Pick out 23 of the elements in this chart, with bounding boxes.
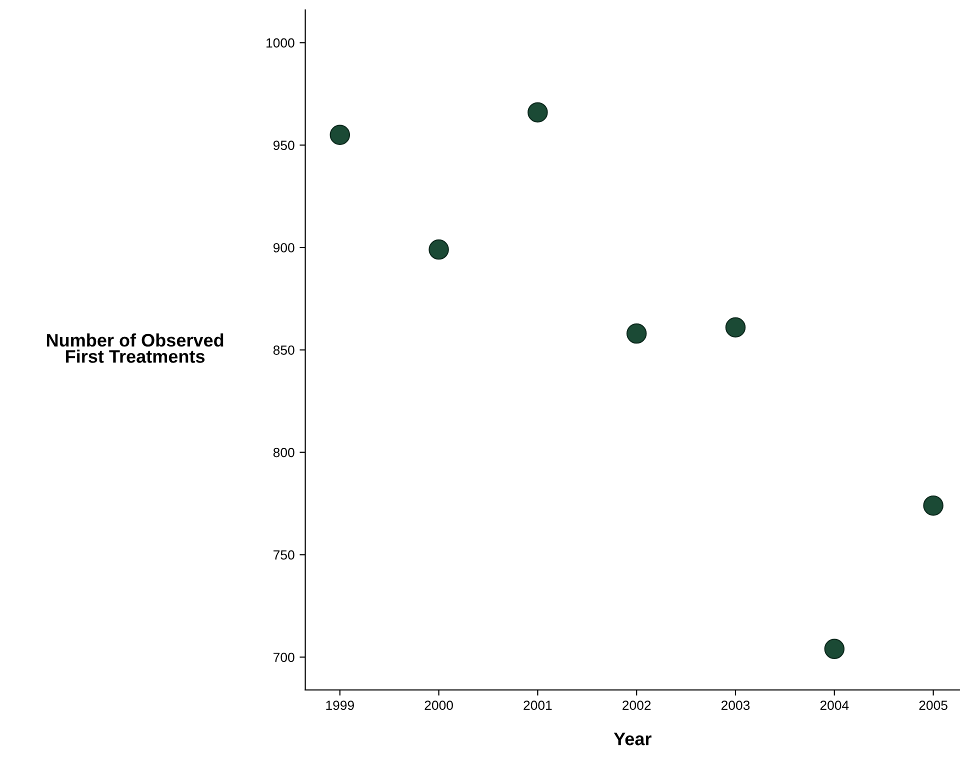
y-axis-title: Number of Observed First Treatments xyxy=(46,333,224,363)
point xyxy=(330,124,350,145)
x-tick-label: 2001 xyxy=(524,700,552,710)
x-tick-label: 2003 xyxy=(721,700,750,710)
point xyxy=(428,239,449,260)
y-tick-label: 900 xyxy=(273,243,294,252)
x-tick-label: 2000 xyxy=(424,700,453,710)
y-tick-label: 800 xyxy=(273,448,294,458)
x-tick-label: 1999 xyxy=(326,700,354,710)
point xyxy=(725,317,746,338)
x-tick-label: 2002 xyxy=(622,700,651,710)
y-tick-label: 700 xyxy=(274,652,294,662)
point xyxy=(923,495,944,516)
point xyxy=(824,638,845,660)
y-tick-label: 850 xyxy=(273,345,294,355)
x-tick-label: 2004 xyxy=(820,700,849,710)
x-axis-title: Year xyxy=(614,732,652,746)
y-tick-label: 1000 xyxy=(266,38,294,48)
y-tick-label: 750 xyxy=(274,550,294,560)
y-tick-label: 950 xyxy=(273,140,294,150)
x-tick-label: 2005 xyxy=(919,700,948,710)
point xyxy=(626,323,647,344)
point xyxy=(528,102,548,122)
